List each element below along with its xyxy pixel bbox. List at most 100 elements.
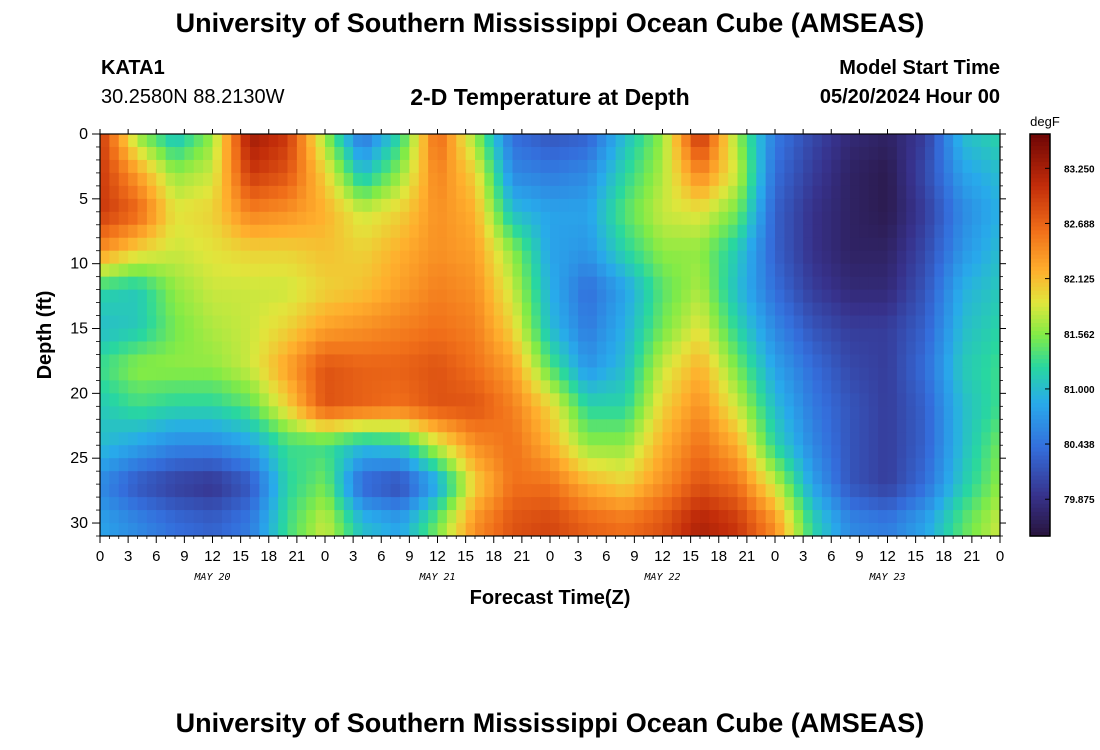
heatmap-cell — [437, 471, 448, 485]
heatmap-cell — [493, 237, 504, 252]
heatmap-cell — [653, 289, 664, 304]
heatmap-cell — [568, 497, 579, 511]
heatmap-cell — [400, 393, 410, 407]
heatmap-cell — [587, 471, 598, 485]
heatmap-cell — [109, 432, 120, 446]
heatmap-cell — [259, 211, 270, 226]
heatmap-cell — [484, 185, 495, 200]
heatmap-cell — [812, 419, 823, 433]
colorbar-segment — [1030, 423, 1050, 429]
heatmap-cell — [625, 510, 635, 524]
heatmap-cell — [915, 484, 926, 498]
heatmap-cell — [671, 211, 682, 226]
heatmap-cell — [540, 237, 551, 252]
heatmap-cell — [784, 263, 795, 278]
heatmap-cell — [371, 341, 382, 356]
heatmap-cell — [287, 172, 298, 187]
heatmap-cell — [662, 315, 673, 330]
heatmap-cell — [793, 211, 804, 226]
heatmap-cell — [250, 341, 260, 356]
heatmap-cell — [400, 302, 410, 317]
heatmap-cell — [390, 276, 401, 291]
heatmap-cell — [390, 211, 401, 226]
heatmap-cell — [578, 471, 589, 485]
heatmap-cell — [690, 419, 701, 433]
heatmap-cell — [287, 497, 298, 511]
heatmap-cell — [146, 367, 157, 381]
heatmap-cell — [184, 341, 195, 356]
heatmap-cell — [268, 471, 279, 485]
heatmap-cell — [662, 185, 673, 200]
heatmap-cell — [428, 484, 439, 498]
heatmap-cell — [259, 276, 270, 291]
heatmap-cell — [681, 458, 692, 472]
heatmap-cell — [634, 263, 645, 278]
heatmap-cell — [325, 484, 335, 498]
heatmap-cell — [587, 276, 598, 291]
heatmap-cell — [193, 224, 204, 239]
heatmap-cell — [493, 172, 504, 187]
heatmap-cell — [821, 471, 832, 485]
heatmap-cell — [175, 134, 185, 148]
heatmap-cell — [578, 432, 589, 446]
heatmap-cell — [943, 289, 954, 304]
heatmap-cell — [165, 263, 176, 278]
heatmap-cell — [831, 484, 842, 498]
heatmap-cell — [775, 263, 785, 278]
heatmap-cell — [765, 354, 776, 369]
heatmap-cell — [625, 185, 635, 200]
heatmap-cell — [906, 393, 917, 407]
heatmap-cell — [175, 367, 185, 381]
heatmap-cell — [325, 406, 335, 420]
heatmap-cell — [306, 445, 317, 459]
heatmap-cell — [812, 185, 823, 200]
heatmap-cell — [896, 146, 907, 161]
heatmap-cell — [381, 250, 392, 265]
heatmap-cell — [100, 198, 110, 213]
heatmap-cell — [371, 134, 382, 148]
heatmap-cell — [550, 341, 560, 356]
heatmap-cell — [784, 484, 795, 498]
heatmap-cell — [100, 159, 110, 174]
heatmap-cell — [990, 484, 1000, 498]
heatmap-cell — [531, 432, 542, 446]
heatmap-cell — [550, 432, 560, 446]
heatmap-cell — [268, 510, 279, 524]
heatmap-cell — [878, 302, 889, 317]
heatmap-cell — [831, 134, 842, 148]
heatmap-cell — [156, 198, 167, 213]
heatmap-cell — [737, 497, 748, 511]
heatmap-cell — [718, 471, 729, 485]
heatmap-cell — [868, 276, 879, 291]
heatmap-cell — [718, 458, 729, 472]
heatmap-cell — [887, 224, 898, 239]
heatmap-cell — [746, 458, 757, 472]
heatmap-cell — [671, 406, 682, 420]
heatmap-cell — [315, 146, 326, 161]
heatmap-cell — [709, 302, 720, 317]
heatmap-cell — [137, 380, 148, 394]
heatmap-cell — [212, 250, 223, 265]
heatmap-cell — [915, 250, 926, 265]
heatmap-cell — [793, 315, 804, 330]
heatmap-cell — [296, 185, 307, 200]
heatmap-cell — [615, 354, 626, 369]
heatmap-cell — [643, 302, 654, 317]
heatmap-cell — [821, 134, 832, 148]
heatmap-cell — [990, 380, 1000, 394]
heatmap-cell — [193, 367, 204, 381]
heatmap-cell — [756, 237, 767, 252]
heatmap-cell — [737, 263, 748, 278]
heatmap-cell — [746, 302, 757, 317]
heatmap-cell — [371, 445, 382, 459]
heatmap-cell — [343, 406, 354, 420]
heatmap-cell — [812, 406, 823, 420]
heatmap-cell — [643, 406, 654, 420]
heatmap-cell — [531, 237, 542, 252]
heatmap-cell — [615, 328, 626, 343]
heatmap-cell — [728, 341, 739, 356]
heatmap-cell — [184, 211, 195, 226]
heatmap-cell — [746, 406, 757, 420]
heatmap-cell — [559, 198, 570, 213]
heatmap-cell — [409, 134, 420, 148]
